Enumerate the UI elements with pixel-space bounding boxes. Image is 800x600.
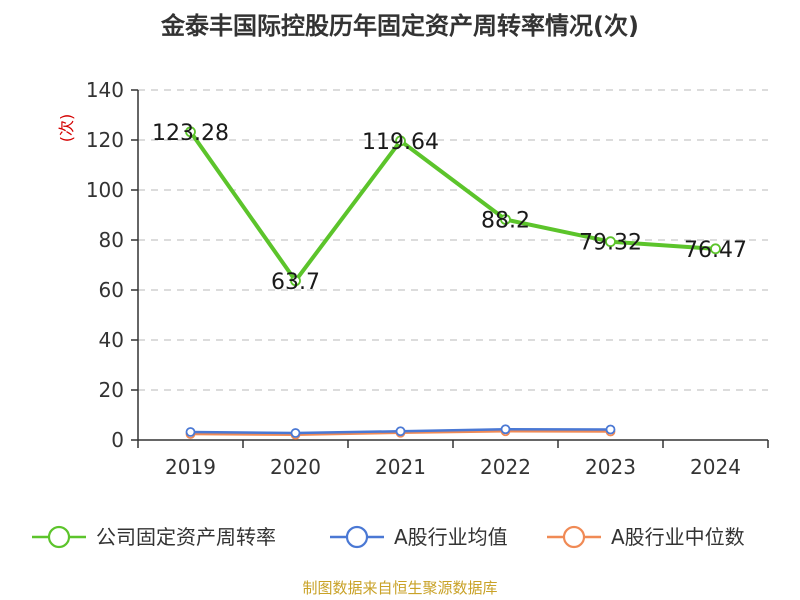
x-tick-label: 2020 — [270, 455, 321, 479]
legend-label: A股行业中位数 — [611, 525, 745, 549]
axes — [137, 90, 768, 441]
grid-lines — [138, 89, 768, 391]
data-point — [710, 243, 721, 255]
data-point — [605, 424, 616, 435]
data-label: 79.32 — [579, 231, 642, 256]
y-axis-ticks: 0 20 40 60 80 100 120 140 — [86, 78, 138, 452]
data-point — [185, 427, 196, 437]
chart-title: 金泰丰国际控股历年固定资产周转率情况(次) — [161, 12, 639, 40]
y-tick-label: 120 — [86, 128, 124, 152]
x-tick-label: 2022 — [480, 455, 531, 479]
y-tick-label: 80 — [99, 228, 124, 252]
legend-label: 公司固定资产周转率 — [96, 525, 276, 549]
y-tick-label: 0 — [111, 428, 124, 452]
legend-marker — [47, 525, 71, 549]
data-point — [290, 428, 301, 438]
series-lines — [185, 126, 721, 440]
y-tick-label: 60 — [99, 278, 124, 302]
y-tick-label: 20 — [99, 378, 124, 402]
data-point — [185, 126, 196, 138]
data-label: 119.64 — [362, 130, 439, 155]
x-tick-label: 2024 — [690, 455, 741, 479]
y-tick-label: 140 — [86, 78, 124, 102]
x-axis-ticks: 2019 2020 2021 2022 2023 2024 — [137, 440, 769, 479]
data-source-note: 制图数据来自恒生聚源数据库 — [302, 579, 498, 597]
data-label: 88.2 — [481, 209, 530, 234]
legend-marker — [345, 525, 369, 549]
x-tick-label: 2021 — [375, 455, 426, 479]
data-point — [395, 426, 406, 437]
data-label: 123.28 — [152, 121, 229, 146]
y-tick-label: 40 — [99, 328, 124, 352]
data-label: 76.47 — [684, 238, 747, 263]
y-tick-label: 100 — [86, 178, 124, 202]
data-label: 63.7 — [271, 270, 320, 295]
y-axis-unit-label: (次) — [57, 114, 76, 143]
data-point — [395, 135, 406, 147]
legend-marker — [562, 525, 586, 549]
data-point — [500, 214, 511, 225]
x-tick-label: 2019 — [165, 455, 216, 479]
data-point — [500, 424, 511, 435]
legend-label: A股行业均值 — [394, 525, 508, 549]
data-point — [605, 236, 616, 248]
x-tick-label: 2023 — [585, 455, 636, 479]
series-line — [188, 130, 716, 283]
data-point — [290, 275, 301, 287]
legend: 公司固定资产周转率 A股行业均值 A股行业中位数 — [32, 525, 745, 549]
data-labels: 123.28 63.7 119.64 88.2 79.32 76.47 — [152, 121, 747, 295]
